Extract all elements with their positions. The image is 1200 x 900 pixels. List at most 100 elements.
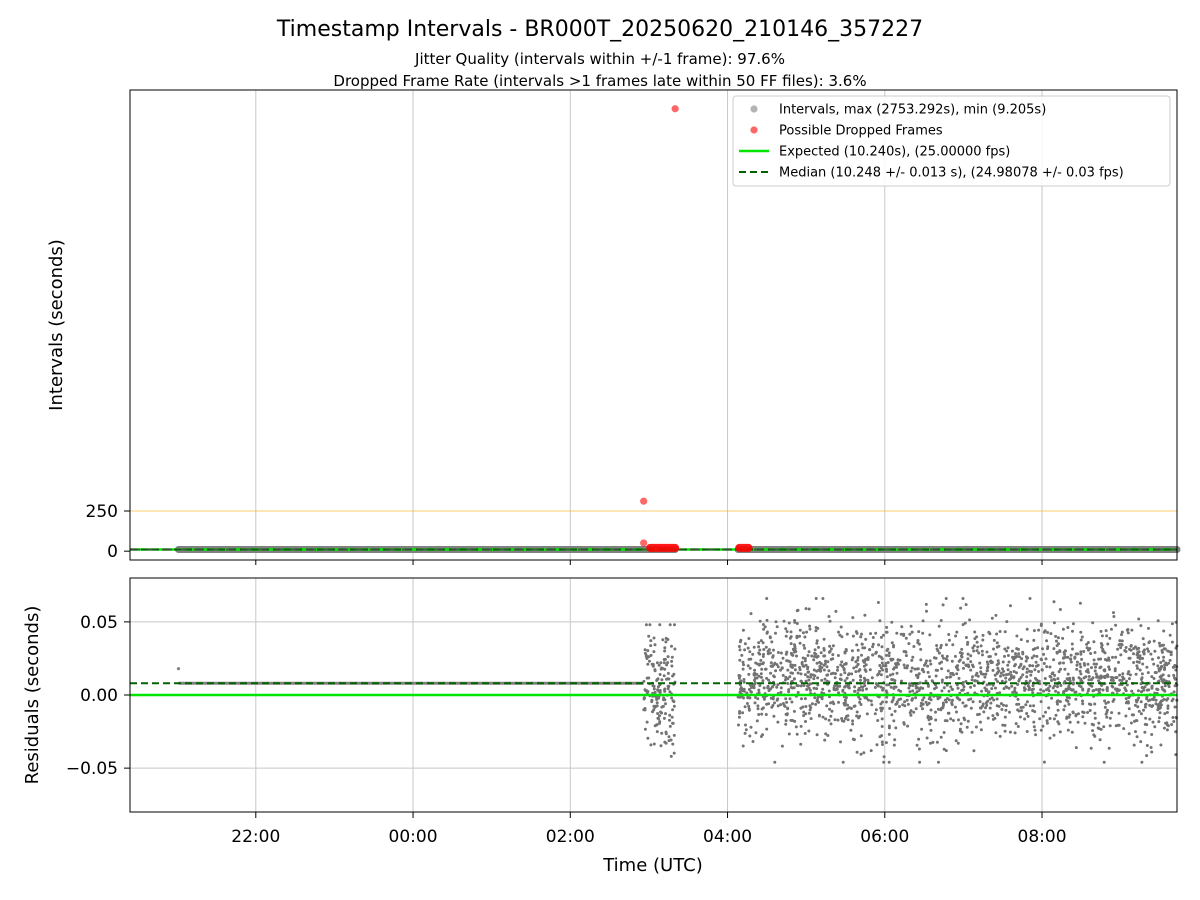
residual-point bbox=[1006, 654, 1010, 657]
residual-point bbox=[1159, 699, 1163, 703]
residual-point bbox=[831, 653, 835, 657]
residual-point bbox=[1159, 677, 1163, 681]
residual-point bbox=[820, 678, 824, 682]
residual-point bbox=[781, 673, 785, 677]
bottom-y-axis-label: Residuals (seconds) bbox=[22, 606, 43, 785]
residual-point bbox=[1071, 710, 1075, 714]
residual-point bbox=[852, 666, 856, 670]
residual-point bbox=[984, 672, 988, 676]
residual-point bbox=[1124, 646, 1128, 649]
residual-point bbox=[1079, 652, 1083, 656]
residual-point bbox=[796, 671, 800, 675]
residual-point bbox=[1152, 695, 1156, 699]
residual-point bbox=[878, 669, 882, 673]
residual-point bbox=[1148, 703, 1152, 707]
residual-point bbox=[771, 654, 775, 658]
residual-point bbox=[862, 681, 866, 685]
residual-point bbox=[1132, 661, 1136, 664]
residual-point bbox=[756, 707, 760, 711]
residual-point bbox=[876, 684, 880, 688]
residual-point bbox=[655, 661, 659, 665]
residual-point bbox=[749, 657, 753, 661]
residual-point bbox=[971, 646, 975, 650]
residual-point bbox=[1107, 658, 1111, 662]
residual-point bbox=[1086, 641, 1090, 644]
residual-point bbox=[924, 602, 928, 606]
residual-point bbox=[1008, 678, 1011, 682]
residual-point bbox=[1020, 709, 1024, 713]
residual-point bbox=[765, 631, 769, 635]
residual-point bbox=[851, 678, 855, 682]
residual-point bbox=[761, 733, 764, 737]
residual-point bbox=[1167, 685, 1171, 689]
residual-point bbox=[840, 719, 844, 723]
residual-point bbox=[1089, 746, 1093, 750]
residual-point bbox=[1136, 656, 1140, 659]
residual-point bbox=[966, 652, 970, 656]
residual-point bbox=[652, 704, 656, 708]
residual-point bbox=[1148, 640, 1152, 644]
residual-point bbox=[940, 667, 944, 671]
residual-point bbox=[748, 650, 752, 654]
residual-point bbox=[1025, 667, 1029, 671]
residual-point bbox=[815, 661, 819, 665]
residual-point bbox=[873, 686, 877, 689]
residual-point bbox=[1073, 690, 1077, 694]
residual-point bbox=[755, 719, 759, 723]
residual-point bbox=[856, 648, 860, 652]
legend-box bbox=[732, 95, 1171, 187]
residual-point bbox=[1026, 639, 1029, 643]
residual-point bbox=[903, 700, 907, 704]
residual-point bbox=[841, 689, 845, 693]
residual-point bbox=[1173, 705, 1177, 709]
residual-point bbox=[843, 671, 847, 675]
residual-point bbox=[1098, 738, 1102, 742]
residual-point bbox=[855, 631, 859, 635]
residual-point bbox=[799, 684, 803, 688]
residual-point bbox=[843, 717, 847, 720]
residual-point bbox=[1016, 697, 1020, 701]
residual-point bbox=[779, 651, 783, 655]
residual-point bbox=[1136, 689, 1140, 693]
residual-point bbox=[1025, 656, 1029, 660]
residual-point bbox=[648, 623, 652, 627]
residual-point bbox=[947, 638, 951, 642]
residual-point bbox=[1132, 713, 1135, 717]
residual-point bbox=[1081, 687, 1085, 691]
residual-point bbox=[896, 658, 900, 662]
residual-point bbox=[1056, 685, 1059, 689]
residual-point bbox=[1136, 705, 1140, 709]
residual-point bbox=[1122, 677, 1126, 681]
residual-point bbox=[1050, 696, 1054, 700]
residual-point bbox=[1025, 712, 1029, 715]
residual-point bbox=[1127, 732, 1131, 736]
residual-point bbox=[1049, 632, 1053, 636]
residual-point bbox=[1102, 650, 1106, 654]
residual-point bbox=[963, 718, 967, 722]
residual-point bbox=[1058, 649, 1062, 653]
residual-point bbox=[1137, 696, 1141, 700]
residual-point bbox=[975, 671, 979, 675]
residual-point bbox=[945, 676, 949, 679]
residual-point bbox=[827, 718, 831, 722]
residual-point bbox=[821, 715, 825, 719]
residual-point bbox=[663, 649, 667, 653]
residual-point bbox=[741, 744, 745, 748]
residual-point bbox=[1099, 665, 1103, 669]
residual-point bbox=[937, 624, 941, 628]
residual-point bbox=[1130, 689, 1134, 693]
residual-point bbox=[956, 686, 960, 690]
residual-point bbox=[1147, 649, 1150, 653]
residual-point bbox=[956, 664, 960, 668]
residual-point bbox=[1149, 652, 1153, 656]
residual-point bbox=[1173, 677, 1177, 681]
residual-point bbox=[1066, 626, 1070, 629]
residual-point bbox=[957, 676, 961, 680]
residual-point bbox=[1094, 672, 1098, 676]
residual-point bbox=[643, 651, 647, 655]
residual-point bbox=[1056, 708, 1060, 712]
residual-point bbox=[1019, 638, 1023, 642]
residual-point bbox=[656, 712, 660, 715]
residual-point bbox=[754, 696, 757, 699]
residual-point bbox=[940, 689, 944, 693]
